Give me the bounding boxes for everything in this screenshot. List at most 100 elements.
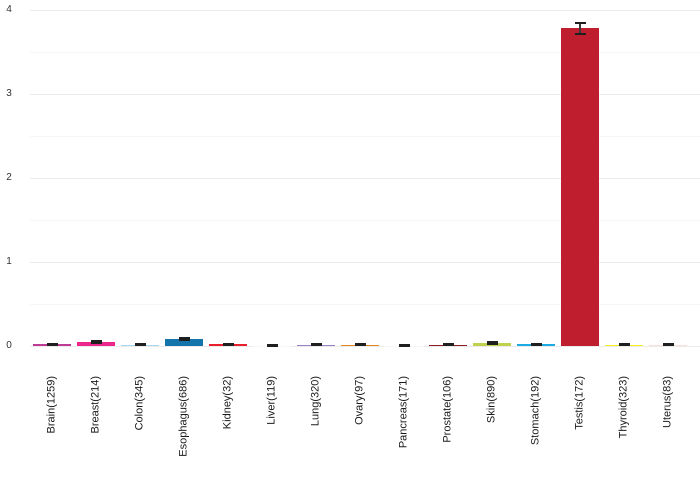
error-bar-kidney [222,342,234,346]
x-label-text: Stomach(192) [529,376,542,446]
error-cap-bottom [222,344,234,346]
bar-slot-liver [250,10,294,347]
error-bar-testis [574,21,586,36]
x-label-colon: Colon(345) [118,346,162,480]
x-label-ovary: Ovary(97) [338,346,382,480]
bar-slot-testis [558,10,602,346]
x-label-pancreas: Pancreas(171) [382,346,426,480]
error-cap-bottom [46,344,58,346]
error-cap-bottom [266,345,278,347]
error-cap-bottom [618,344,630,347]
x-label-text: Testis(172) [573,376,586,430]
bar-slot-kidney [206,10,250,346]
x-label-text: Kidney(32) [221,376,234,430]
x-label-text: Breast(214) [89,376,102,434]
x-label-kidney: Kidney(32) [206,346,250,480]
error-bar-liver [266,344,278,347]
error-bar-ovary [354,343,366,347]
bar-testis [560,28,600,346]
x-label-text: Uterus(83) [661,376,674,428]
error-cap-bottom [574,33,586,36]
bar-slot-ovary [338,10,382,347]
error-cap-top [662,343,674,345]
error-cap-top [134,343,146,345]
error-bar-brain [46,342,58,346]
error-cap-top [46,342,58,345]
error-cap-bottom [178,338,190,341]
error-cap-top [618,343,630,345]
x-axis-labels: Brain(1259) Breast(214) Colon(345) Esophagu… [30,346,690,480]
error-cap-bottom [530,344,542,346]
error-bar-pancreas [398,344,410,347]
error-bar-colon [134,343,146,347]
error-cap-bottom [486,343,498,345]
error-cap-top [178,336,190,339]
x-label-thyroid: Thyroid(323) [602,346,646,480]
error-cap-top [486,341,498,344]
bar-breast [76,341,116,346]
error-cap-top [574,21,586,24]
error-cap-top [310,343,322,345]
bar-esophagus [164,338,204,346]
x-label-text: Brain(1259) [45,376,58,434]
x-label-text: Esophagus(686) [177,376,190,457]
error-bar-prostate [442,343,454,347]
y-tick-label: 3 [6,88,12,99]
x-label-text: Prostate(106) [441,376,454,443]
x-label-text: Skin(890) [485,376,498,424]
error-bar-lung [310,343,322,347]
error-cap-bottom [310,344,322,347]
error-cap-top [90,339,102,342]
error-bar-breast [90,339,102,344]
y-tick-label: 1 [6,256,12,267]
bar-slot-lung [294,10,338,347]
bar-slot-breast [74,10,118,346]
x-label-text: Lung(320) [309,376,322,427]
x-label-text: Pancreas(171) [397,376,410,449]
error-cap-bottom [90,341,102,344]
error-cap-top [222,342,234,345]
x-label-testis: Testis(172) [558,346,602,480]
x-label-brain: Brain(1259) [30,346,74,480]
y-tick-label: 4 [6,4,12,15]
error-whisker [579,22,581,35]
x-label-text: Thyroid(323) [617,376,630,439]
error-cap-bottom [442,344,454,347]
error-cap-top [354,343,366,345]
error-whisker [95,340,97,343]
x-label-prostate: Prostate(106) [426,346,470,480]
x-label-liver: Liver(119) [250,346,294,480]
x-label-stomach: Stomach(192) [514,346,558,480]
x-label-text: Colon(345) [133,376,146,431]
x-label-lung: Lung(320) [294,346,338,480]
error-cap-bottom [398,345,410,347]
bar-slot-stomach [514,10,558,346]
x-label-uterus: Uterus(83) [646,346,690,480]
error-cap-bottom [134,344,146,347]
error-cap-top [266,344,278,346]
bar-slot-uterus [646,10,690,347]
x-label-text: Liver(119) [265,376,278,425]
error-bar-esophagus [178,336,190,341]
y-tick-label: 2 [6,172,12,183]
error-cap-top [398,344,410,346]
bar-slot-prostate [426,10,470,347]
bar-slot-esophagus [162,10,206,346]
y-tick-label: 0 [6,340,12,351]
x-label-text: Ovary(97) [353,376,366,425]
error-bar-uterus [662,343,674,347]
bar-slot-brain [30,10,74,346]
bars-row [30,10,690,347]
x-label-esophagus: Esophagus(686) [162,346,206,480]
error-cap-top [442,343,454,345]
error-cap-bottom [662,344,674,347]
x-label-skin: Skin(890) [470,346,514,480]
bar-slot-thyroid [602,10,646,347]
error-cap-bottom [354,344,366,347]
error-cap-top [530,342,542,345]
bar-slot-pancreas [382,10,426,347]
error-bar-thyroid [618,343,630,347]
error-whisker [183,337,185,340]
error-bar-skin [486,341,498,345]
